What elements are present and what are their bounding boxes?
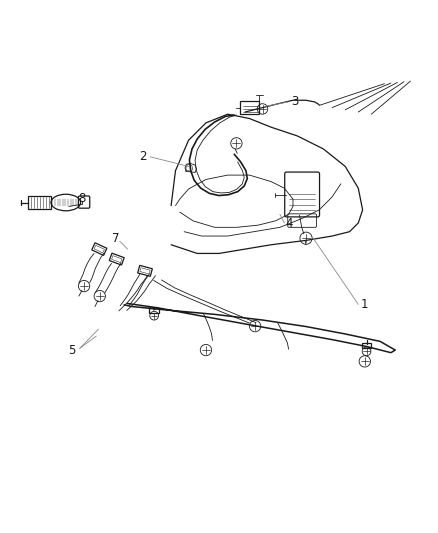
Text: 4: 4 xyxy=(285,217,293,230)
Bar xyxy=(149,308,159,313)
Text: 3: 3 xyxy=(291,95,299,108)
Text: 1: 1 xyxy=(361,298,368,311)
Text: 2: 2 xyxy=(139,150,147,163)
Bar xyxy=(362,343,371,349)
Text: 7: 7 xyxy=(112,232,119,245)
Text: 8: 8 xyxy=(78,192,85,205)
Bar xyxy=(240,101,259,114)
Bar xyxy=(28,197,51,208)
Text: 5: 5 xyxy=(68,344,76,357)
